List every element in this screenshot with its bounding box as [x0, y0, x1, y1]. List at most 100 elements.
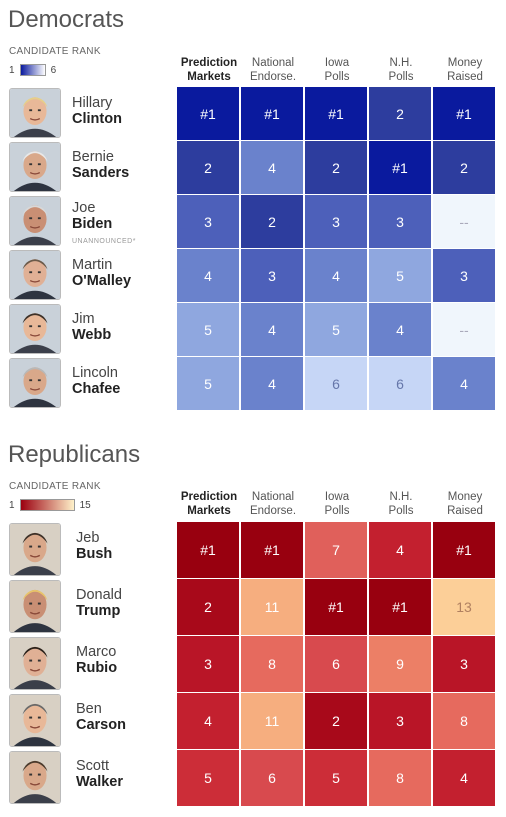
rank-cell: 5 [177, 357, 240, 411]
candidate-portrait-image [10, 359, 60, 407]
candidate-portrait-image [10, 695, 60, 746]
candidate-portrait-image [10, 305, 60, 353]
rank-cell: 7 [305, 522, 368, 579]
candidate-photo [9, 637, 61, 690]
column-headers: Prediction Markets National Endorse. Iowa Pol… [177, 490, 497, 520]
rank-cell: 4 [177, 693, 240, 750]
rank-cell: 3 [177, 636, 240, 693]
candidate-name: Martin O'Malley [72, 257, 131, 289]
column-header-line1: Money [447, 491, 483, 503]
candidate-name: Marco Rubio [76, 644, 117, 676]
candidate-note: UNANNOUNCED* [72, 238, 136, 245]
candidate-row: Bernie Sanders 2 4 2 #1 2 [0, 141, 506, 195]
rank-cell: 3 [241, 249, 304, 303]
candidate-row: Donald Trump 2 11 #1 #1 13 [0, 579, 506, 636]
rank-cell: 5 [305, 303, 368, 357]
column-header: National Endorse. [241, 490, 305, 518]
column-header-line2: Markets [187, 71, 231, 83]
candidate-rank-label: CANDIDATE RANK [9, 46, 101, 57]
column-header: N.H. Polls [369, 490, 433, 518]
candidate-photo [9, 523, 61, 576]
rank-cell: 4 [369, 303, 432, 357]
rank-cell: 3 [305, 195, 368, 249]
rank-cell: 2 [241, 195, 304, 249]
rank-cell: 5 [177, 303, 240, 357]
column-header-line1: Prediction [180, 491, 238, 503]
candidate-portrait-image [10, 251, 60, 299]
candidate-first-name: Ben [76, 701, 102, 717]
rank-cell: 2 [177, 579, 240, 636]
column-header-line2: Polls [324, 505, 350, 517]
candidate-first-name: Scott [76, 758, 110, 774]
column-header: Money Raised [433, 56, 497, 84]
legend-gradient [19, 64, 46, 76]
candidate-portrait-image [10, 524, 60, 575]
legend-max-label: 15 [79, 499, 91, 511]
candidate-last-name: Carson [76, 717, 126, 733]
candidate-last-name: Biden [72, 216, 113, 232]
candidate-name: Joe Biden UNANNOUNCED* [72, 200, 136, 250]
rank-cell: 4 [241, 303, 304, 357]
democrats-title: Democrats [8, 6, 125, 33]
column-header-line1: Iowa [324, 57, 350, 69]
candidate-first-name: Donald [76, 587, 122, 603]
legend-min-label: 1 [9, 499, 15, 511]
candidate-portrait-image [10, 143, 60, 191]
candidate-photo [9, 304, 61, 354]
rank-cell: 3 [177, 195, 240, 249]
rank-cell: 2 [305, 141, 368, 195]
rank-cell: 13 [433, 579, 496, 636]
candidate-photo [9, 694, 61, 747]
rank-cell: -- [433, 195, 496, 249]
rank-cell: #1 [433, 87, 496, 141]
rank-cell: #1 [369, 579, 432, 636]
candidate-first-name: Jeb [76, 530, 100, 546]
column-header-line2: Polls [388, 505, 414, 517]
rank-cell: 6 [369, 357, 432, 411]
rank-cell: #1 [241, 87, 304, 141]
rank-cell: 2 [369, 87, 432, 141]
rank-cell: 4 [241, 141, 304, 195]
column-header-line2: Endorse. [249, 71, 297, 83]
rank-cell: 3 [433, 636, 496, 693]
column-header: National Endorse. [241, 56, 305, 84]
rank-cell: 2 [177, 141, 240, 195]
column-header-line1: Iowa [324, 491, 350, 503]
candidate-last-name: Sanders [72, 165, 130, 181]
candidate-photo [9, 250, 61, 300]
column-header-line2: Raised [447, 71, 483, 83]
column-header-line2: Endorse. [249, 505, 297, 517]
rank-cell: 6 [305, 357, 368, 411]
candidate-photo [9, 358, 61, 408]
rank-cell: 6 [305, 636, 368, 693]
candidate-name: Donald Trump [76, 587, 122, 619]
candidate-name: Ben Carson [76, 701, 126, 733]
candidate-first-name: Hillary [72, 95, 113, 111]
candidate-name: Jeb Bush [76, 530, 112, 562]
candidate-name: Hillary Clinton [72, 95, 122, 127]
column-header: Iowa Polls [305, 490, 369, 518]
candidate-row: Scott Walker 5 6 5 8 4 [0, 750, 506, 807]
legend-gradient [19, 499, 75, 511]
candidate-last-name: O'Malley [72, 273, 132, 289]
candidate-name: Bernie Sanders [72, 149, 129, 181]
column-header-line1: Prediction [180, 57, 238, 69]
rank-cell: 4 [433, 357, 496, 411]
candidate-portrait-image [10, 581, 60, 632]
candidate-name: Scott Walker [76, 758, 123, 790]
rank-cell: #1 [369, 141, 432, 195]
rank-cell: #1 [177, 522, 240, 579]
rank-cell: 8 [433, 693, 496, 750]
legend-min-label: 1 [9, 64, 15, 76]
column-header-line1: N.H. [389, 57, 413, 69]
column-header: Money Raised [433, 490, 497, 518]
rank-cell: 8 [369, 750, 432, 807]
rank-cell: 2 [305, 693, 368, 750]
column-header-line2: Raised [447, 505, 483, 517]
candidate-name: Lincoln Chafee [72, 365, 120, 397]
rank-cell: #1 [305, 579, 368, 636]
candidate-first-name: Bernie [72, 149, 114, 165]
rank-cell: 2 [433, 141, 496, 195]
rank-cell: 5 [177, 750, 240, 807]
rank-cell: 4 [305, 249, 368, 303]
